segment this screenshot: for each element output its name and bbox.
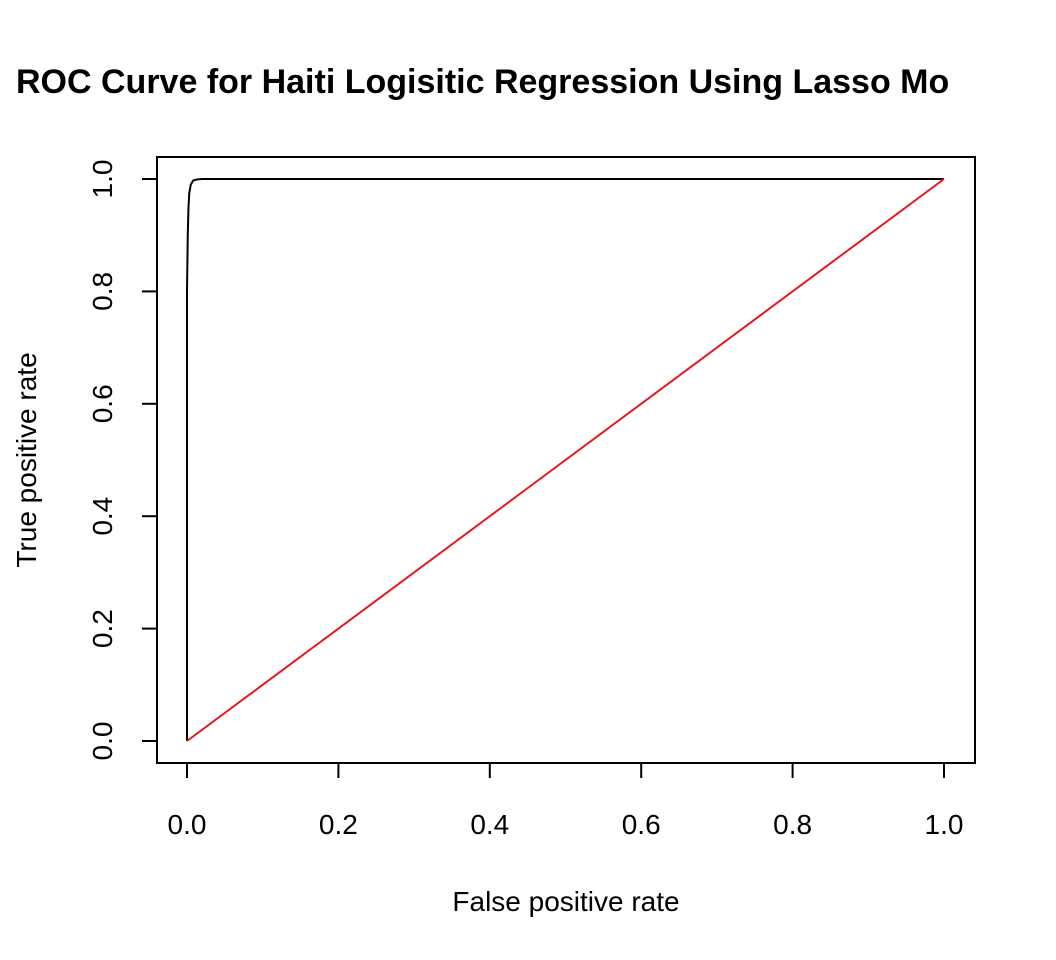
x-tick-label: 0.8 <box>773 809 812 840</box>
y-tick-label: 0.4 <box>87 497 118 536</box>
y-axis: 0.0 0.2 0.4 0.6 0.8 1.0 <box>87 160 158 761</box>
y-tick-label: 1.0 <box>87 160 118 199</box>
diagonal-reference-line <box>186 178 945 742</box>
x-tick-label: 0.6 <box>622 809 661 840</box>
y-axis-label: True positive rate <box>11 352 42 567</box>
y-tick-label: 0.6 <box>87 384 118 423</box>
y-tick-label: 0.0 <box>87 722 118 761</box>
x-axis: 0.0 0.2 0.4 0.6 0.8 1.0 <box>168 762 964 840</box>
y-tick-label: 0.8 <box>87 272 118 311</box>
x-axis-label: False positive rate <box>452 886 679 917</box>
x-tick-label: 0.2 <box>319 809 358 840</box>
x-tick-label: 0.0 <box>168 809 207 840</box>
roc-curve-line <box>186 178 944 741</box>
y-tick-label: 0.2 <box>87 609 118 648</box>
chart-title: ROC Curve for Haiti Logisitic Regression… <box>16 63 949 101</box>
x-tick-label: 1.0 <box>925 809 964 840</box>
series-layer <box>186 178 945 742</box>
x-tick-label: 0.4 <box>470 809 509 840</box>
